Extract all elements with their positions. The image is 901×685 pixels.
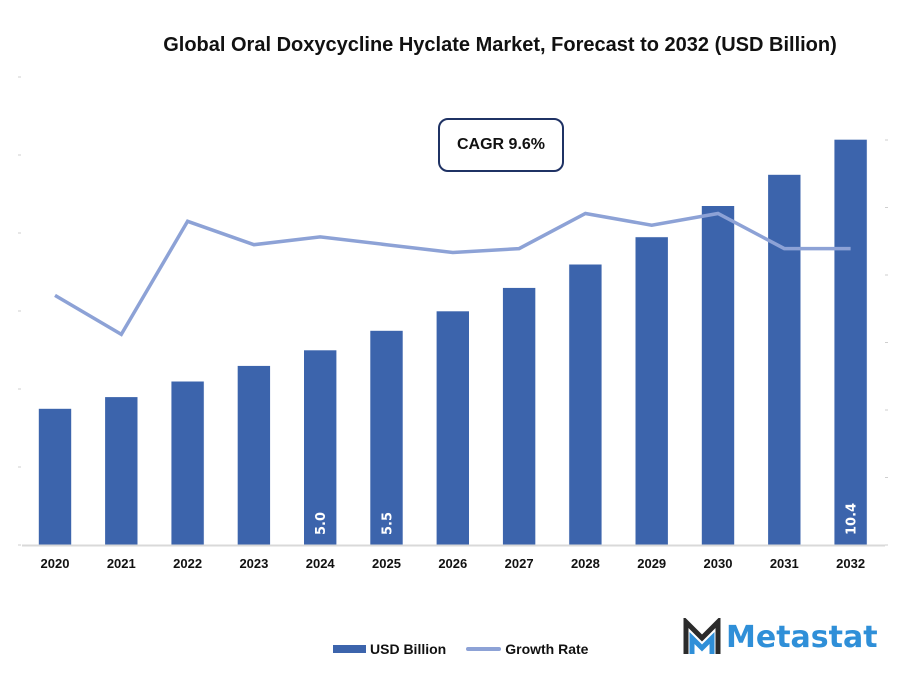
bar-data-label: 5.5 xyxy=(381,512,396,535)
bar-2026 xyxy=(435,310,470,546)
brand-name: Metastat xyxy=(726,619,878,655)
x-tick-label: 2027 xyxy=(505,556,534,571)
x-tick-label: 2021 xyxy=(107,556,136,571)
legend-swatch-bar xyxy=(333,645,366,653)
bar-data-label: 10.4 xyxy=(845,503,860,535)
growth-rate-series xyxy=(54,211,851,337)
bar-2021 xyxy=(104,396,139,546)
x-tick-label: 2030 xyxy=(704,556,733,571)
chart-title: Global Oral Doxycycline Hyclate Market, … xyxy=(163,34,837,56)
bar-2030 xyxy=(701,205,735,546)
bar-2020 xyxy=(38,408,72,546)
bar-2028 xyxy=(568,263,603,546)
x-tick-label: 2031 xyxy=(770,556,799,571)
bar-2022 xyxy=(170,380,205,546)
x-tick-label: 2024 xyxy=(306,556,336,571)
left-axis-ticks xyxy=(18,76,21,546)
bar-data-labels: 5.0 5.5 10.4 xyxy=(314,503,859,535)
legend-swatch-line xyxy=(466,647,502,651)
bar-2024 xyxy=(303,349,338,546)
x-tick-label: 2020 xyxy=(41,556,70,571)
x-axis-labels: 2020 2021 2022 2023 2024 2025 2026 2027 2028 2029… xyxy=(41,556,866,571)
x-tick-label: 2025 xyxy=(372,556,401,571)
x-tick-label: 2029 xyxy=(637,556,666,571)
bar-series xyxy=(38,139,868,546)
legend-label-growth-rate: Growth Rate xyxy=(505,641,589,657)
x-tick-label: 2026 xyxy=(438,556,467,571)
bar-2029 xyxy=(634,236,669,546)
bar-2031 xyxy=(767,174,802,546)
x-tick-label: 2022 xyxy=(173,556,202,571)
metastat-m-icon xyxy=(683,618,721,654)
right-axis-ticks xyxy=(885,139,888,546)
legend-label-usd-billion: USD Billion xyxy=(370,641,447,657)
bar-2025 xyxy=(369,330,404,546)
bar-2027 xyxy=(502,287,536,546)
cagr-callout: CAGR 9.6% xyxy=(438,118,564,172)
x-tick-label: 2023 xyxy=(239,556,268,571)
bar-2023 xyxy=(237,365,271,546)
metastat-logo: Metastat xyxy=(682,618,878,656)
x-tick-label: 2028 xyxy=(571,556,600,571)
bar-2032 xyxy=(833,139,868,546)
bar-data-label: 5.0 xyxy=(314,512,329,535)
legend: USD Billion Growth Rate xyxy=(333,641,588,657)
x-tick-label: 2032 xyxy=(836,556,865,571)
